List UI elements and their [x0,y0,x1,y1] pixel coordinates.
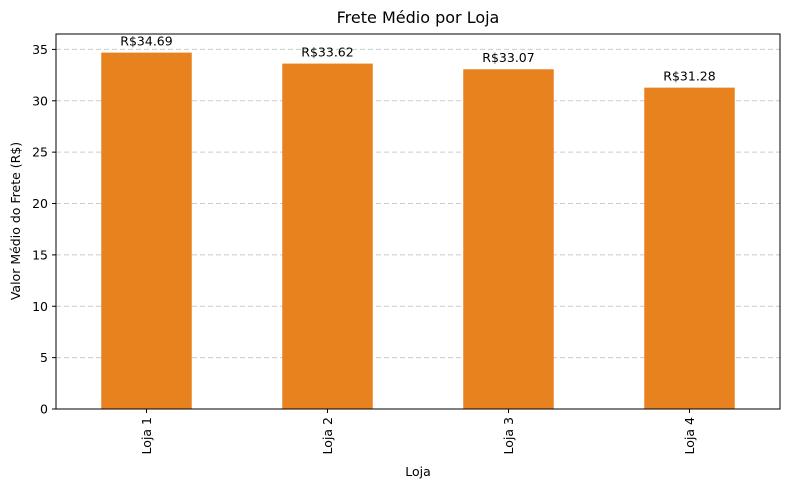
y-tick-label: 35 [32,42,48,57]
x-axis-label: Loja [405,464,431,479]
y-tick-label: 0 [40,402,48,417]
y-tick-label: 10 [32,299,48,314]
x-tick-label-3: Loja 3 [501,417,516,454]
y-tick-label: 25 [32,145,48,160]
data-labels: R$34.69 R$33.62 R$33.07 R$31.28 [120,34,715,84]
bar-4 [644,87,735,410]
x-tick-label-4: Loja 4 [682,417,697,454]
x-tick-label-2: Loja 2 [320,417,335,454]
bar-3 [463,69,554,410]
bars [101,52,735,410]
y-tick-label: 30 [32,93,48,108]
data-label-1: R$34.69 [120,34,172,49]
data-label-3: R$33.07 [482,50,534,65]
y-axis-label: Valor Médio do Frete (R$) [8,142,23,300]
x-axis-ticks: Loja 1 Loja 2 Loja 3 Loja 4 [139,409,697,454]
y-axis-ticks: 0 5 10 15 20 25 30 35 [32,42,56,417]
plot-frame [55,33,781,410]
data-label-4: R$31.28 [663,69,715,84]
data-label-2: R$33.62 [301,45,353,60]
x-tick-label-1: Loja 1 [139,417,154,454]
chart-title: Frete Médio por Loja [337,8,500,27]
y-tick-label: 15 [32,247,48,262]
bar-2 [282,63,373,409]
bar-1 [101,52,192,410]
y-tick-label: 5 [40,350,48,365]
y-tick-label: 20 [32,196,48,211]
